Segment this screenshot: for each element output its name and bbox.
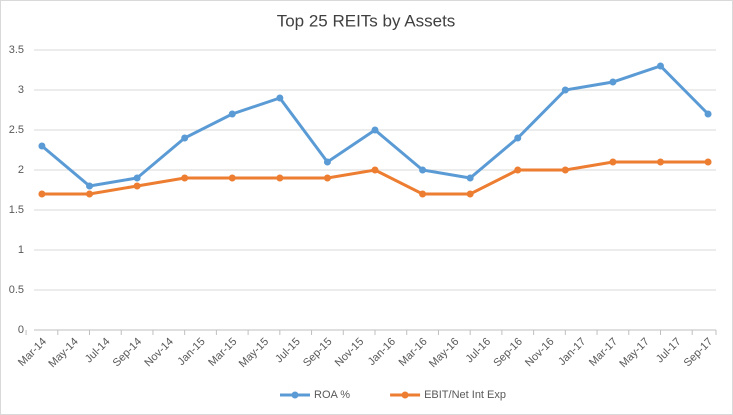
data-point [466,190,474,198]
y-tick-label: 2 [18,164,24,176]
data-point [466,174,474,182]
legend-marker [401,391,409,399]
data-point [419,190,427,198]
y-tick-label: 3.5 [9,44,24,56]
data-point [656,158,664,166]
data-point [133,174,141,182]
data-point [514,166,522,174]
data-point [228,174,236,182]
data-point [181,174,189,182]
data-point [181,134,189,142]
data-point [704,158,712,166]
chart-title: Top 25 REITs by Assets [277,11,456,30]
data-point [371,126,379,134]
data-point [133,182,141,190]
data-point [86,190,94,198]
y-tick-label: 0 [18,324,24,336]
data-point [371,166,379,174]
data-point [38,190,46,198]
data-point [609,78,617,86]
legend-label: EBIT/Net Int Exp [424,389,506,401]
y-tick-label: 1.5 [9,204,24,216]
legend-marker [291,391,299,399]
data-point [609,158,617,166]
data-point [228,110,236,118]
data-point [419,166,427,174]
data-point [86,182,94,190]
data-point [323,174,331,182]
y-tick-label: 0.5 [9,284,24,296]
data-point [704,110,712,118]
data-point [561,166,569,174]
data-point [561,86,569,94]
data-point [38,142,46,150]
data-point [514,134,522,142]
y-tick-label: 3 [18,84,24,96]
data-point [656,62,664,70]
y-tick-label: 2.5 [9,124,24,136]
legend-label: ROA % [314,389,350,401]
y-tick-label: 1 [18,244,24,256]
data-point [276,94,284,102]
data-point [323,158,331,166]
data-point [276,174,284,182]
